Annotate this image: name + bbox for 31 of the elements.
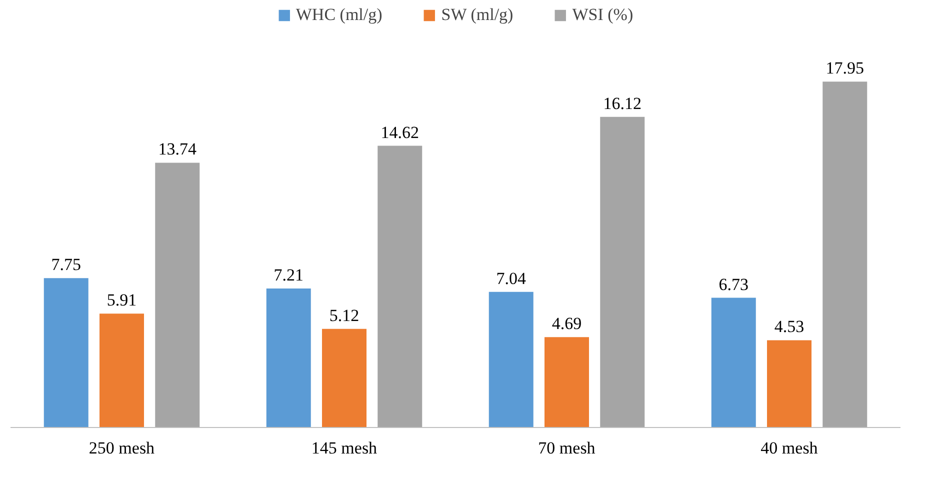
data-label: 7.21	[274, 266, 304, 285]
data-label: 17.95	[826, 58, 864, 78]
bar	[822, 82, 868, 428]
bar	[767, 340, 812, 428]
data-label: 5.91	[106, 290, 137, 310]
bar	[544, 337, 589, 428]
data-label: 7.04	[496, 268, 526, 288]
bar	[100, 314, 144, 428]
x-tick-label: 70 mesh	[538, 438, 596, 458]
bar	[155, 162, 200, 428]
data-label: 4.69	[552, 314, 582, 334]
bar	[266, 288, 311, 428]
legend-label: WSI (%)	[572, 5, 634, 25]
data-label: 13.74	[158, 140, 197, 159]
bar	[711, 298, 756, 428]
x-tick-label: 145 mesh	[311, 438, 378, 458]
legend-label: SW (ml/g)	[441, 5, 514, 25]
bar	[488, 292, 534, 428]
bar	[378, 146, 422, 428]
data-label: 5.12	[329, 306, 360, 325]
legend-label: WHC (ml/g)	[296, 5, 382, 25]
data-label: 4.53	[774, 317, 804, 336]
data-label: 16.12	[603, 94, 642, 113]
bar	[600, 116, 645, 428]
x-tick-label: 40 mesh	[760, 438, 818, 458]
x-tick-label: 250 mesh	[88, 438, 156, 458]
bar	[322, 328, 366, 428]
data-label: 14.62	[380, 122, 419, 142]
data-label: 6.73	[718, 274, 748, 294]
data-label: 7.75	[51, 255, 81, 274]
bar	[44, 278, 88, 428]
